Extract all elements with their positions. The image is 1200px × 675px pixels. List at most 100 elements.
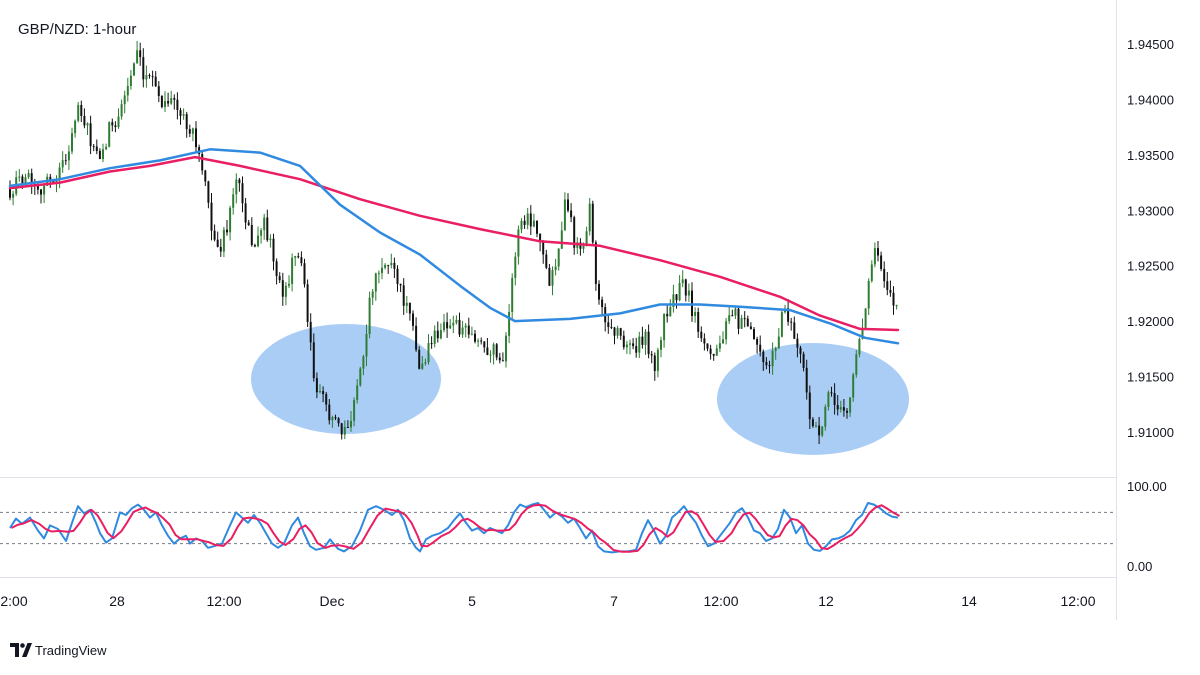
candle-body [718, 343, 721, 349]
candle-body [191, 128, 194, 134]
candle-body [734, 308, 737, 316]
candle-body [728, 315, 731, 322]
candle-body [629, 343, 631, 345]
candle-body [250, 225, 253, 246]
candle-body [381, 267, 383, 274]
oscillator-axis[interactable]: 100.00 0.00 [1127, 479, 1167, 574]
price-axis[interactable]: 1.94500 1.94000 1.93500 1.93000 1.92500 1.920… [1127, 37, 1174, 440]
candle-body [793, 322, 796, 339]
candle-body [362, 356, 365, 369]
candle-body [458, 319, 461, 335]
candle-body [102, 149, 104, 159]
slow-ma-line [8, 155, 900, 332]
candle-body [464, 325, 467, 328]
candle-body [315, 378, 318, 393]
candle-body [585, 231, 588, 246]
candle-body [684, 279, 687, 296]
candle-body [173, 98, 176, 100]
candle-body [808, 392, 811, 420]
candle-body [188, 129, 191, 134]
plot-background [0, 0, 1116, 477]
candle-body [591, 203, 594, 243]
candle-body [889, 290, 892, 293]
candle-body [244, 203, 247, 223]
candle-body [64, 160, 67, 162]
price-tick-label: 1.94500 [1127, 37, 1174, 52]
candle-body [579, 242, 582, 249]
candle-body [133, 63, 135, 76]
candle-body [384, 264, 387, 268]
stochastic-d-line [11, 503, 900, 553]
candle-body [167, 101, 170, 104]
candle-body [787, 308, 790, 322]
candle-body [427, 343, 430, 363]
candle-body [284, 285, 287, 297]
candle-body [219, 246, 222, 252]
candle-body [148, 75, 151, 77]
candle-body [83, 116, 86, 126]
candle-body [343, 427, 346, 435]
candle-body [297, 256, 300, 258]
candle-body [542, 241, 545, 255]
moving-average-lines [8, 148, 900, 345]
candle-body [520, 220, 523, 230]
candle-body [672, 294, 675, 307]
candle-body [796, 338, 799, 348]
candle-body [9, 189, 11, 198]
candle-body [880, 255, 883, 269]
candle-body [790, 321, 793, 323]
candle-body [222, 229, 225, 252]
candle-body [89, 123, 92, 147]
candle-body [95, 146, 98, 151]
candle-body [399, 283, 402, 286]
candle-body [359, 368, 362, 386]
candle-body [142, 57, 145, 80]
candle-body [123, 95, 126, 105]
candle-body [480, 340, 483, 342]
candle-body [663, 313, 666, 341]
candle-body [560, 230, 563, 249]
time-tick-label: Dec [320, 593, 345, 609]
fast-ma-line [8, 148, 900, 345]
candle-body [539, 233, 542, 242]
candle-body [213, 230, 216, 240]
tradingview-logo: TradingView [10, 643, 107, 658]
candle-body [179, 110, 182, 116]
candle-body [204, 170, 207, 182]
candle-body [108, 122, 111, 147]
price-tick-label: 1.93000 [1127, 203, 1174, 218]
candle-body [594, 242, 597, 284]
candle-body [526, 213, 529, 225]
candle-body [492, 344, 495, 355]
candle-body [883, 268, 886, 282]
candle-body [514, 256, 517, 278]
candle-body [532, 220, 535, 227]
candle-body [61, 160, 64, 168]
candle-body [27, 173, 30, 178]
candle-body [235, 179, 238, 195]
candle-body [765, 362, 768, 366]
candle-body [154, 76, 157, 87]
candle-body [846, 410, 848, 413]
candle-body [557, 248, 560, 267]
candle-body [443, 322, 445, 331]
candle-body [182, 114, 185, 116]
candle-body [114, 125, 117, 127]
candle-body [870, 264, 873, 281]
candle-body [67, 151, 70, 161]
candle-body [18, 176, 21, 178]
candle-body [346, 427, 349, 428]
candle-body [815, 425, 817, 427]
candle-body [498, 357, 501, 361]
candle-body [356, 385, 359, 401]
candle-body [877, 248, 879, 256]
highlight-group [251, 324, 909, 455]
candle-body [24, 177, 27, 185]
candle-body [387, 264, 390, 266]
candle-body [98, 150, 101, 159]
candle-body [811, 419, 814, 427]
time-axis[interactable]: 2:00 28 12:00 Dec 5 7 12:00 12 14 12:00 [0, 593, 1095, 609]
candle-body [266, 217, 269, 241]
candle-body [129, 75, 132, 86]
